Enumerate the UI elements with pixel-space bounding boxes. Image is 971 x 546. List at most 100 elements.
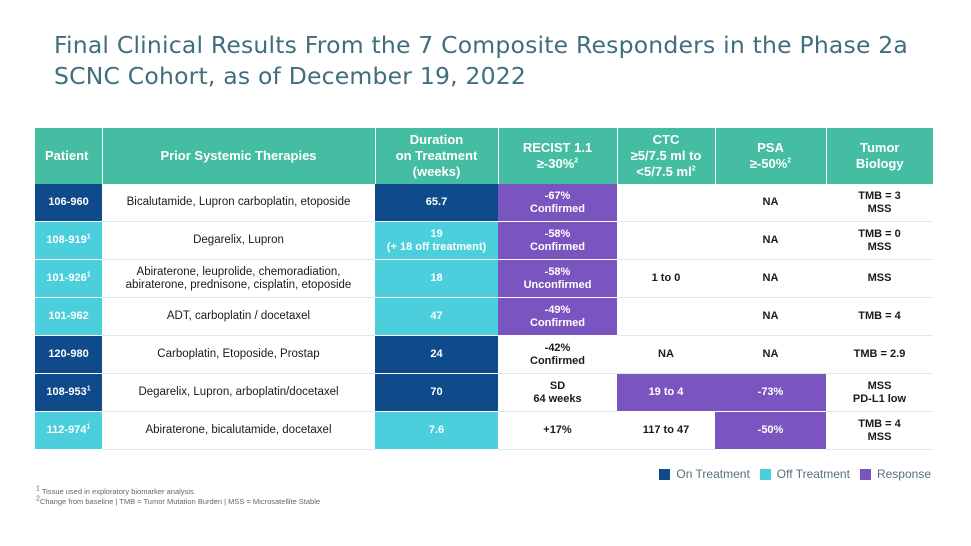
ctc-cell: 117 to 47 <box>617 411 715 450</box>
psa-cell: NA <box>715 297 826 336</box>
ctc-text: 117 to 47 <box>642 424 690 436</box>
patient-text: 120-980 <box>48 348 89 360</box>
tumor-biology-text: MSS <box>867 379 892 392</box>
legend-label: Response <box>876 467 931 481</box>
recist-cell: SD 64 weeks <box>498 373 617 412</box>
tumor-biology-text: MSS <box>867 202 892 215</box>
tumor-biology-text: MSS <box>867 430 892 443</box>
legend-label: On Treatment <box>676 467 750 481</box>
recist-cell: +17% <box>498 411 617 450</box>
psa-text: -50% <box>757 424 784 436</box>
duration-text: 19 <box>430 227 443 240</box>
patient-cell: 108-9531 <box>35 373 102 412</box>
prior-therapies-text: Degarelix, Lupron, arboplatin/docetaxel <box>138 386 339 398</box>
tumor-biology-cell: TMB = 3 MSS <box>826 184 933 222</box>
recist-text: Confirmed <box>530 354 585 367</box>
header-prior-therapies: Prior Systemic Therapies <box>102 128 376 184</box>
prior-therapies-cell: Carboplatin, Etoposide, Prostap <box>102 335 375 374</box>
footnote-1: 1 Tissue used in exploratory biomarker a… <box>36 485 194 497</box>
psa-cell: NA <box>715 259 826 298</box>
tumor-biology-cell: TMB = 2.9 <box>826 335 933 374</box>
tumor-biology-text: TMB = 4 <box>858 417 901 430</box>
patient-cell: 101-962 <box>35 297 102 336</box>
duration-cell: 7.6 <box>375 411 498 450</box>
table-header-row: Patient Prior Systemic Therapies Duratio… <box>35 128 933 184</box>
legend-swatch <box>759 468 771 480</box>
recist-text: -67% <box>544 189 571 202</box>
tumor-biology-text: TMB = 0 <box>858 227 901 240</box>
tumor-biology-text: TMB = 3 <box>858 189 901 202</box>
psa-text: NA <box>762 272 779 284</box>
recist-cell: -42% Confirmed <box>498 335 617 374</box>
patient-text: 106-960 <box>48 196 89 208</box>
prior-therapies-text: Degarelix, Lupron <box>193 234 284 246</box>
recist-text: Unconfirmed <box>523 278 592 291</box>
duration-cell: 18 <box>375 259 498 298</box>
prior-therapies-cell: ADT, carboplatin / docetaxel <box>102 297 375 336</box>
patient-text: 1 <box>86 423 91 431</box>
recist-text: Confirmed <box>530 316 585 329</box>
legend-swatch <box>859 468 871 480</box>
table-row: 101-962 ADT, carboplatin / docetaxel 47 -49… <box>35 297 933 336</box>
tumor-biology-text: PD-L1 low <box>852 392 907 405</box>
recist-text: +17% <box>543 424 572 436</box>
recist-text: SD <box>549 379 566 392</box>
legend-label: Off Treatment <box>776 467 850 481</box>
duration-text: 18 <box>430 272 443 284</box>
tumor-biology-cell: TMB = 0 MSS <box>826 221 933 260</box>
prior-therapies-text: ADT, carboplatin / docetaxel <box>166 310 311 322</box>
legend: On Treatment Off Treatment Response <box>649 467 931 481</box>
prior-therapies-cell: Abiraterone, bicalutamide, docetaxel <box>102 411 375 450</box>
duration-cell: 24 <box>375 335 498 374</box>
table-row: 101-9261 Abiraterone, leuprolide, chemora… <box>35 259 933 298</box>
prior-therapies-text: abiraterone, prednisone, cisplatin, etop… <box>125 278 352 291</box>
header-duration: Duration on Treatment (weeks) <box>375 128 499 184</box>
prior-therapies-text: Abiraterone, leuprolide, chemoradiation, <box>136 265 341 278</box>
duration-text: 70 <box>430 386 443 398</box>
patient-cell: 106-960 <box>35 184 102 222</box>
duration-text: 7.6 <box>428 424 445 436</box>
recist-text: Confirmed <box>530 240 585 253</box>
recist-text: -58% <box>544 265 571 278</box>
psa-text: NA <box>762 196 779 208</box>
duration-cell: 70 <box>375 373 498 412</box>
table-row: 108-9191 Degarelix, Lupron 19 (+ 18 off tre… <box>35 221 933 260</box>
recist-text: 64 weeks <box>533 392 582 405</box>
prior-therapies-text: Bicalutamide, Lupron carboplatin, etopos… <box>126 196 351 208</box>
prior-therapies-cell: Abiraterone, leuprolide, chemoradiation,… <box>102 259 375 298</box>
psa-text: NA <box>762 348 779 360</box>
footnote-2: 2Change from baseline | TMB = Tumor Muta… <box>36 495 321 507</box>
patient-text: 1 <box>86 385 91 393</box>
table-row: 106-960 Bicalutamide, Lupron carboplatin,… <box>35 184 933 222</box>
duration-cell: 19 (+ 18 off treatment) <box>375 221 498 260</box>
ctc-cell: NA <box>617 335 715 374</box>
patient-cell: 101-9261 <box>35 259 102 298</box>
psa-text: -73% <box>757 386 784 398</box>
ctc-cell: 19 to 4 <box>617 373 715 412</box>
prior-therapies-text: Carboplatin, Etoposide, Prostap <box>157 348 320 360</box>
ctc-text: NA <box>658 348 674 360</box>
prior-therapies-cell: Bicalutamide, Lupron carboplatin, etopos… <box>102 184 375 222</box>
tumor-biology-text: MSS <box>867 240 892 253</box>
patient-cell: 108-9191 <box>35 221 102 260</box>
patient-text: 1 <box>86 271 91 279</box>
ctc-text: 19 to 4 <box>648 386 684 398</box>
ctc-cell <box>617 184 715 222</box>
tumor-biology-cell: MSS PD-L1 low <box>826 373 933 412</box>
recist-cell: -58% Unconfirmed <box>498 259 617 298</box>
recist-text: -58% <box>544 227 571 240</box>
legend-swatch <box>659 468 671 480</box>
tumor-biology-text: TMB = 2.9 <box>853 348 906 360</box>
psa-cell: -50% <box>715 411 826 450</box>
tumor-biology-cell: TMB = 4 <box>826 297 933 336</box>
table-row: 108-9531 Degarelix, Lupron, arboplatin/do… <box>35 373 933 412</box>
header-ctc: CTC ≥5/7.5 ml to <5/7.5 ml2 <box>617 128 716 184</box>
patient-text: 101-926 <box>46 272 87 284</box>
duration-text: 47 <box>430 310 443 322</box>
patient-cell: 112-9741 <box>35 411 102 450</box>
psa-cell: -73% <box>715 373 826 412</box>
tumor-biology-text: TMB = 4 <box>858 310 901 322</box>
duration-text: 24 <box>430 348 443 360</box>
ctc-text: 1 to 0 <box>651 272 681 284</box>
duration-cell: 47 <box>375 297 498 336</box>
